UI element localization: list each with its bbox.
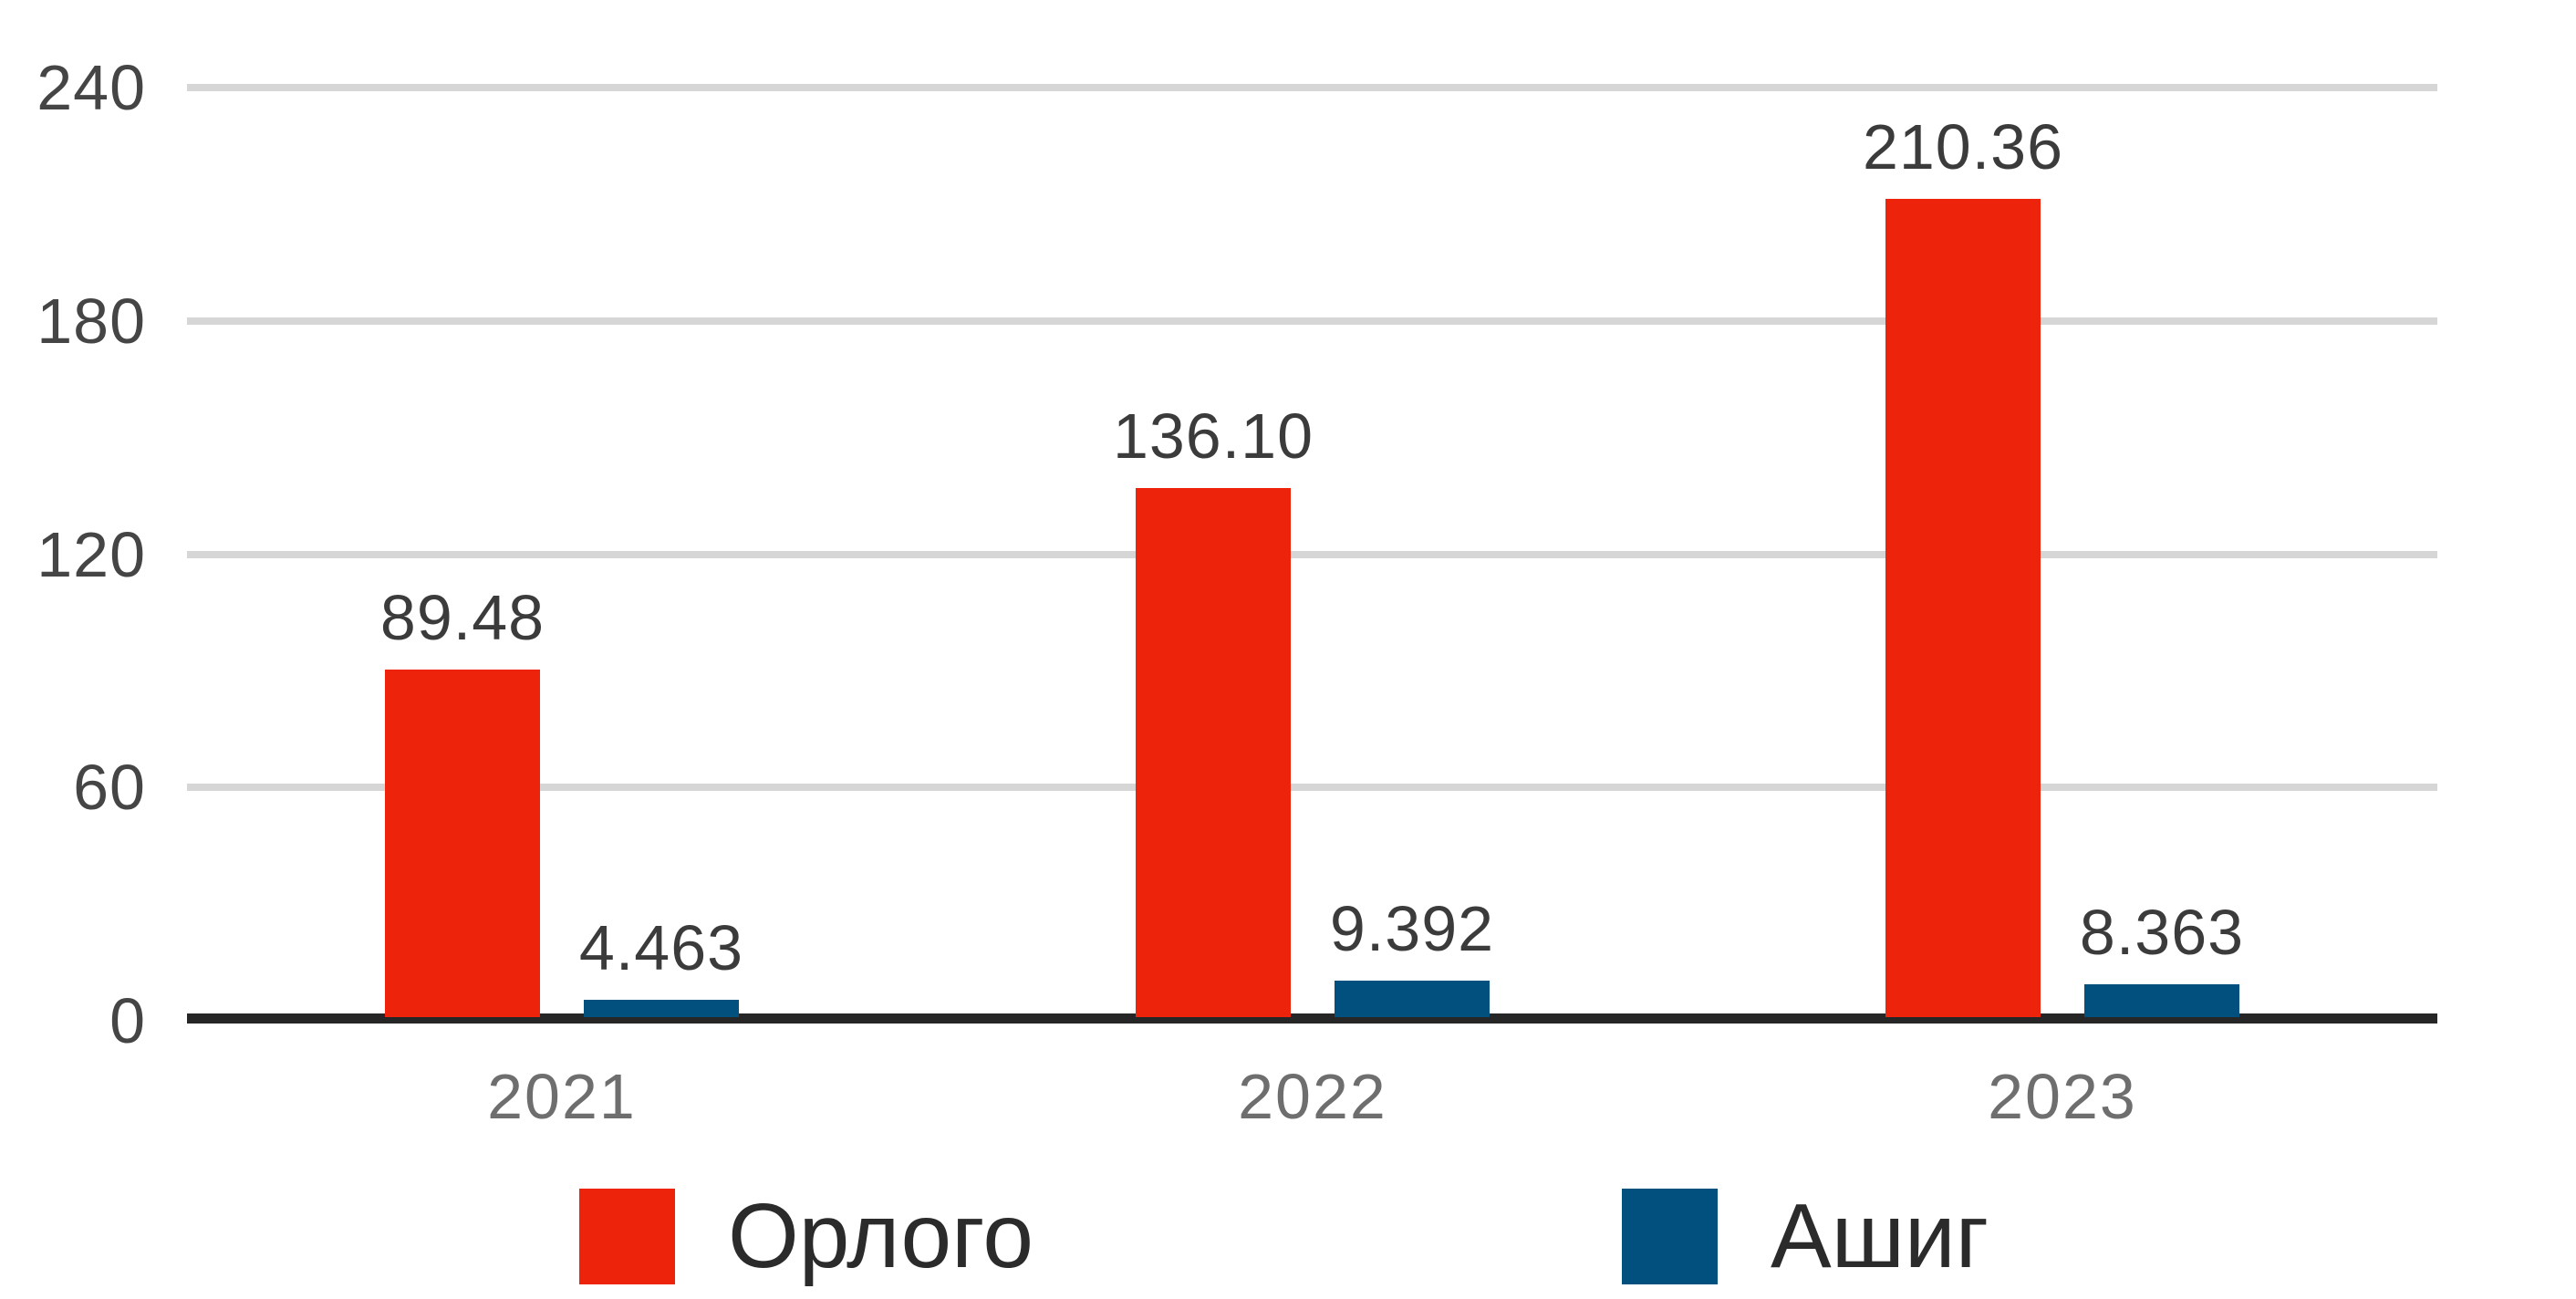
- bar-series1-2022[interactable]: [1136, 488, 1291, 1017]
- bar-series2-2021[interactable]: [584, 1000, 739, 1017]
- legend-item-series2[interactable]: Ашиг: [1622, 1189, 1989, 1284]
- y-tick-label: 0: [109, 985, 146, 1056]
- bar-value-label: 89.48: [379, 582, 545, 653]
- y-gridline: [187, 84, 2437, 91]
- y-gridline: [187, 317, 2437, 325]
- y-gridline: [187, 550, 2437, 558]
- bar-value-label: 210.36: [1862, 111, 2064, 182]
- x-tick-label: 2021: [487, 1061, 637, 1132]
- legend-item-series1[interactable]: Орлого: [579, 1189, 1034, 1284]
- y-tick-label: 120: [36, 518, 146, 590]
- bar-value-label: 8.363: [2079, 897, 2245, 968]
- legend-swatch: [579, 1189, 675, 1284]
- legend-swatch: [1622, 1189, 1718, 1284]
- x-tick-label: 2023: [1988, 1061, 2137, 1132]
- bar-series1-2021[interactable]: [385, 670, 540, 1017]
- bar-value-label: 4.463: [578, 912, 744, 983]
- bar-value-label: 136.10: [1112, 400, 1314, 472]
- x-axis-line: [187, 1013, 2437, 1024]
- x-tick-label: 2022: [1238, 1061, 1387, 1132]
- y-tick-label: 240: [36, 52, 146, 123]
- legend-label: Ашиг: [1771, 1185, 1989, 1287]
- bar-series2-2022[interactable]: [1335, 981, 1490, 1017]
- bar-series2-2023[interactable]: [2084, 984, 2239, 1017]
- bar-value-label: 9.392: [1329, 893, 1495, 964]
- bar-series1-2023[interactable]: [1885, 199, 2041, 1017]
- y-tick-label: 180: [36, 285, 146, 357]
- legend-label: Орлого: [728, 1185, 1034, 1287]
- y-tick-label: 60: [73, 752, 146, 824]
- y-gridline: [187, 784, 2437, 792]
